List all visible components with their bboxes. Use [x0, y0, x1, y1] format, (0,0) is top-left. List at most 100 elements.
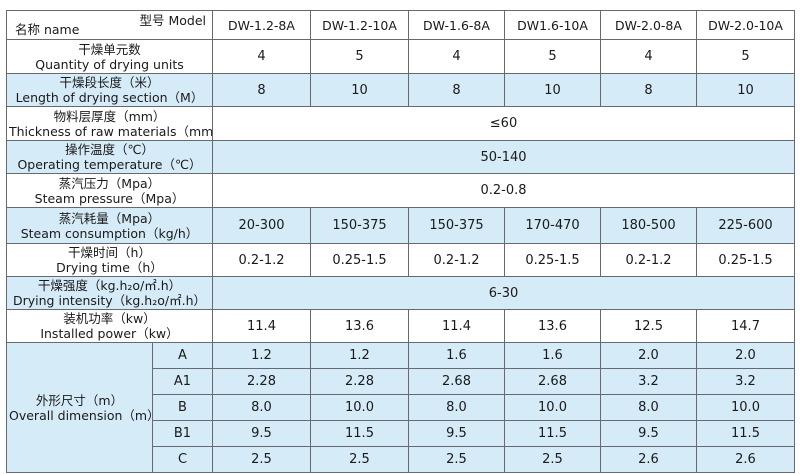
value-cell: 4 — [408, 39, 505, 74]
value-cell: 0.2-1.2 — [212, 243, 311, 277]
spec-row-installed-power: 装机功率（kw） Installed power（kw） 11.4 13.6 1… — [6, 309, 795, 343]
row-label-en: Steam consumption（kg/h） — [20, 225, 199, 241]
value-cell: 2.5 — [212, 446, 311, 473]
row-label-en: Quantity of drying units — [35, 56, 184, 72]
dimension-row-a1: A1 2.28 2.28 2.68 2.68 3.2 3.2 — [7, 368, 795, 395]
row-label-cn: 蒸汽耗量（Mpa） — [58, 210, 161, 226]
value-cell: 170-470 — [504, 207, 601, 244]
spec-table: 型号 Model 名称 name DW-1.2-8A DW-1.2-10A DW… — [6, 10, 795, 473]
value-cell: 11.4 — [212, 309, 311, 343]
header-row: 型号 Model 名称 name DW-1.2-8A DW-1.2-10A DW… — [6, 10, 795, 40]
header-corner-cell: 型号 Model 名称 name — [6, 10, 213, 40]
value-cell: 5 — [504, 39, 601, 74]
value-cell: 4 — [212, 39, 311, 74]
row-label-cn: 干燥单元数 — [78, 41, 141, 57]
dimension-label-en: Overall dimension（m） — [9, 407, 153, 423]
value-cell: 2.5 — [310, 446, 409, 473]
value-cell: 10.0 — [310, 394, 409, 421]
value-cell: 20-300 — [212, 207, 311, 244]
value-cell: 11.5 — [504, 420, 601, 447]
value-cell: 9.5 — [212, 420, 311, 447]
spec-row-steam-pressure: 蒸汽压力（Mpa） Steam pressure（Mpa） 0.2-0.8 — [6, 173, 795, 208]
row-label: 干燥时间（h） Drying time（h） — [6, 243, 213, 277]
value-cell: 0.25-1.5 — [696, 243, 795, 277]
row-label-en: Drying intensity（kg.h₂o/㎡.h） — [13, 293, 206, 308]
value-cell: 2.28 — [310, 368, 409, 395]
value-cell: 8 — [600, 73, 697, 107]
row-label: 干燥段长度（米） Length of drying section（M） — [6, 73, 213, 107]
merged-value-cell: 0.2-0.8 — [212, 173, 795, 208]
dimension-key: B1 — [152, 420, 213, 447]
row-label-en: Installed power（kw） — [40, 326, 179, 341]
row-label-cn: 装机功率（kw） — [63, 311, 156, 326]
dimension-row-b1: B1 9.5 11.5 9.5 11.5 9.5 11.5 — [7, 420, 795, 447]
dimension-key: B — [152, 394, 213, 421]
row-label-en: Steam pressure（Mpa） — [34, 190, 185, 206]
value-cell: 11.4 — [408, 309, 505, 343]
row-label: 物料层厚度（mm） Thickness of raw materials（mm） — [6, 106, 213, 141]
value-cell: 11.5 — [696, 420, 795, 447]
value-cell: 2.0 — [600, 342, 697, 369]
row-label-en: Length of drying section（M） — [15, 90, 204, 105]
value-cell: 1.6 — [504, 342, 601, 369]
value-cell: 8 — [408, 73, 505, 107]
value-cell: 2.6 — [696, 446, 795, 473]
value-cell: 5 — [310, 39, 409, 74]
model-header: DW-1.2-8A — [212, 10, 311, 40]
value-cell: 2.6 — [600, 446, 697, 473]
row-label: 干燥强度（kg.h₂o/㎡.h） Drying intensity（kg.h₂o… — [6, 276, 213, 310]
value-cell: 150-375 — [310, 207, 409, 244]
value-cell: 10 — [696, 73, 795, 107]
value-cell: 8 — [212, 73, 311, 107]
value-cell: 4 — [600, 39, 697, 74]
model-header-label: 型号 Model — [139, 13, 206, 28]
value-cell: 13.6 — [504, 309, 601, 343]
dimension-key: C — [152, 446, 213, 473]
model-header: DW-2.0-10A — [696, 10, 795, 40]
value-cell: 1.6 — [408, 342, 505, 369]
value-cell: 11.5 — [310, 420, 409, 447]
value-cell: 2.0 — [696, 342, 795, 369]
value-cell: 2.68 — [504, 368, 601, 395]
value-cell: 0.2-1.2 — [408, 243, 505, 277]
value-cell: 10.0 — [504, 394, 601, 421]
value-cell: 12.5 — [600, 309, 697, 343]
value-cell: 10 — [310, 73, 409, 107]
model-header: DW-1.2-10A — [310, 10, 409, 40]
dimension-label: 外形尺寸（m） Overall dimension（m） — [6, 342, 153, 473]
value-cell: 3.2 — [696, 368, 795, 395]
spec-row-drying-time: 干燥时间（h） Drying time（h） 0.2-1.2 0.25-1.5 … — [6, 243, 795, 277]
value-cell: 13.6 — [310, 309, 409, 343]
row-label-cn: 操作温度（℃） — [64, 142, 155, 157]
value-cell: 2.5 — [408, 446, 505, 473]
value-cell: 225-600 — [696, 207, 795, 244]
row-label-en: Drying time（h） — [56, 260, 163, 275]
row-label-cn: 干燥强度（kg.h₂o/㎡.h） — [37, 278, 182, 293]
spec-row-drying-intensity: 干燥强度（kg.h₂o/㎡.h） Drying intensity（kg.h₂o… — [6, 276, 795, 310]
value-cell: 1.2 — [310, 342, 409, 369]
model-header: DW1.6-10A — [504, 10, 601, 40]
row-label-cn: 干燥时间（h） — [68, 245, 151, 260]
row-label-cn: 干燥段长度（米） — [59, 75, 160, 90]
row-label: 装机功率（kw） Installed power（kw） — [6, 309, 213, 343]
spec-row-drying-length: 干燥段长度（米） Length of drying section（M） 8 1… — [6, 73, 795, 107]
row-label-cn: 蒸汽压力（Mpa） — [58, 175, 161, 191]
value-cell: 8.0 — [212, 394, 311, 421]
model-header: DW-2.0-8A — [600, 10, 697, 40]
value-cell: 8.0 — [600, 394, 697, 421]
spec-row-thickness: 物料层厚度（mm） Thickness of raw materials（mm）… — [6, 106, 795, 141]
value-cell: 2.68 — [408, 368, 505, 395]
row-label: 蒸汽耗量（Mpa） Steam consumption（kg/h） — [6, 207, 213, 244]
dimension-key: A1 — [152, 368, 213, 395]
merged-value-cell: 6-30 — [212, 276, 795, 310]
value-cell: 150-375 — [408, 207, 505, 244]
row-label: 干燥单元数 Quantity of drying units — [6, 39, 213, 74]
value-cell: 2.5 — [504, 446, 601, 473]
name-header-label: 名称 name — [15, 22, 80, 37]
row-label: 操作温度（℃） Operating temperature（℃） — [6, 140, 213, 174]
row-label: 蒸汽压力（Mpa） Steam pressure（Mpa） — [6, 173, 213, 208]
value-cell: 10.0 — [696, 394, 795, 421]
spec-row-steam-consumption: 蒸汽耗量（Mpa） Steam consumption（kg/h） 20-300… — [6, 207, 795, 244]
value-cell: 0.25-1.5 — [504, 243, 601, 277]
